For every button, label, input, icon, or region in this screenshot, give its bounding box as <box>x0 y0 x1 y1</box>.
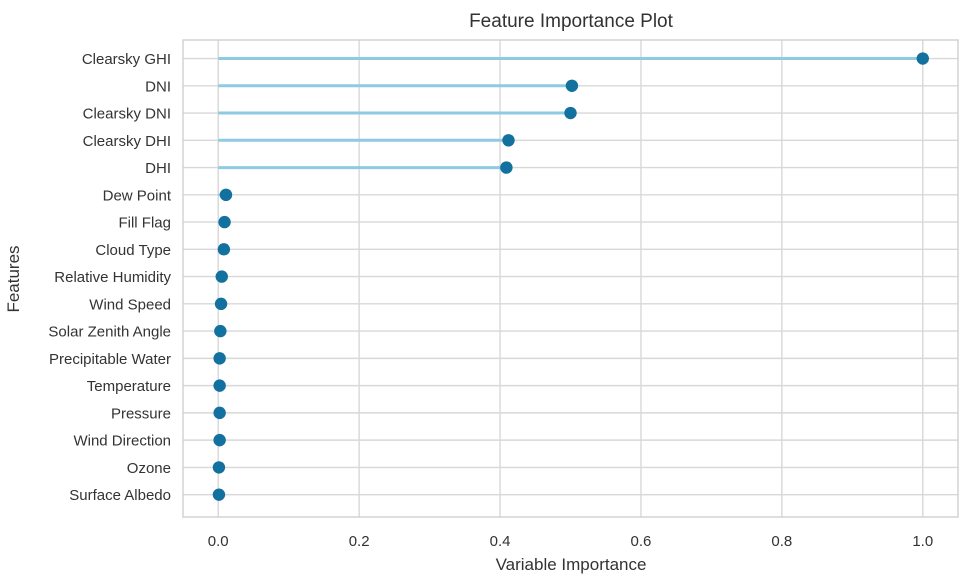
feature-marker <box>213 352 226 365</box>
feature-marker <box>217 243 231 256</box>
plot-frame <box>182 39 959 518</box>
feature-marker <box>500 161 513 174</box>
x-tick-label: 0.0 <box>208 533 229 550</box>
y-tick-label: Wind Speed <box>89 296 171 313</box>
y-tick-label: Solar Zenith Angle <box>48 324 171 341</box>
y-tick-label: Cloud Type <box>95 242 171 259</box>
y-tick-label: Temperature <box>87 378 171 395</box>
y-tick-labels: Clearsky GHI DNI Clearsky DNI Clearsky DHI D… <box>48 51 171 504</box>
feature-marker <box>213 433 226 447</box>
y-tick-label: Dew Point <box>103 187 172 204</box>
feature-marker <box>916 52 929 65</box>
y-tick-label: Relative Humidity <box>54 269 171 286</box>
chart-title: Feature Importance Plot <box>469 11 674 32</box>
y-tick-label: Surface Albedo <box>69 487 171 504</box>
x-tick-label: 1.0 <box>912 533 933 550</box>
feature-marker <box>212 488 226 501</box>
y-tick-label: Precipitable Water <box>49 351 171 368</box>
y-tick-label: Fill Flag <box>118 215 171 232</box>
y-tick-label: Clearsky DHI <box>83 133 171 150</box>
feature-marker <box>218 215 231 229</box>
y-axis-title: Features <box>4 245 23 312</box>
y-tick-label: DNI <box>145 78 171 95</box>
x-tick-label: 0.4 <box>490 533 511 550</box>
feature-marker <box>564 106 577 120</box>
feature-marker <box>214 324 227 338</box>
feature-marker <box>213 379 226 392</box>
x-tick-label: 0.2 <box>349 533 370 550</box>
y-tick-label: Ozone <box>127 460 171 477</box>
feature-marker <box>213 406 226 420</box>
feature-marker <box>214 297 228 311</box>
y-tick-label: Clearsky GHI <box>82 51 171 68</box>
feature-marker <box>502 134 515 147</box>
y-tick-label: Wind Direction <box>73 433 171 450</box>
y-tick-label: Clearsky DNI <box>83 106 171 123</box>
y-tick-label: Pressure <box>111 405 171 422</box>
x-tick-label: 0.6 <box>631 533 652 550</box>
x-axis-title: Variable Importance <box>496 555 647 574</box>
y-tick-label: DHI <box>145 160 171 177</box>
feature-marker <box>215 270 228 283</box>
x-tick-label: 0.8 <box>771 533 792 550</box>
feature-marker <box>565 79 579 92</box>
x-tick-labels: 0.0 0.2 0.4 0.6 0.8 1.0 <box>208 533 933 550</box>
feature-marker <box>212 461 226 474</box>
chart-stems <box>218 57 923 497</box>
feature-marker <box>219 188 233 202</box>
chart-markers <box>212 52 929 501</box>
